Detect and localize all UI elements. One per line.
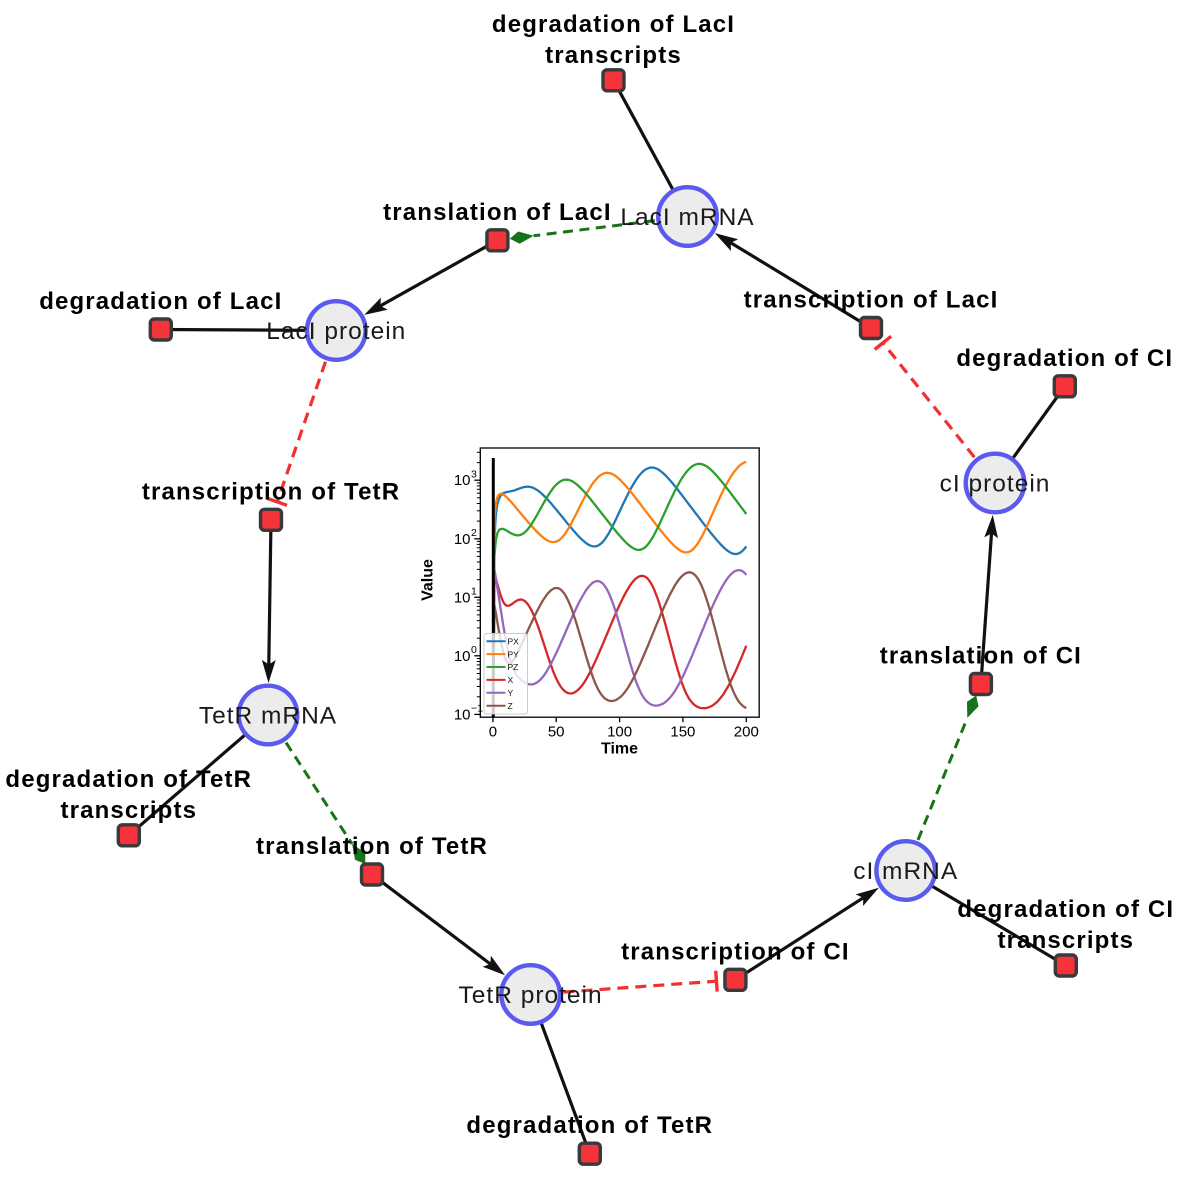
svg-text:degradation of CI: degradation of CI [956, 345, 1173, 372]
svg-text:degradation of TetR: degradation of TetR [5, 766, 252, 793]
svg-text:LacI mRNA: LacI mRNA [620, 204, 754, 231]
svg-text:0: 0 [489, 724, 497, 741]
svg-text:10: 10 [454, 472, 471, 489]
svg-text:transcription of LacI: transcription of LacI [744, 287, 999, 314]
svg-text:X: X [508, 675, 514, 685]
svg-text:Value: Value [420, 559, 437, 601]
svg-text:PX: PX [508, 636, 520, 646]
svg-text:cI protein: cI protein [940, 471, 1051, 498]
svg-text:transcripts: transcripts [60, 797, 197, 824]
svg-text:transcripts: transcripts [545, 42, 682, 69]
svg-text:PZ: PZ [508, 662, 519, 672]
svg-text:degradation of LacI: degradation of LacI [492, 11, 735, 38]
svg-text:2: 2 [471, 527, 477, 539]
svg-text:degradation of LacI: degradation of LacI [39, 288, 282, 315]
svg-text:10: 10 [454, 589, 471, 606]
svg-text:50: 50 [548, 724, 565, 741]
svg-text:TetR protein: TetR protein [459, 982, 603, 1009]
svg-text:10: 10 [454, 706, 471, 723]
svg-text:LacI protein: LacI protein [266, 318, 406, 345]
svg-text:Z: Z [508, 701, 513, 711]
svg-text:transcription of CI: transcription of CI [621, 938, 850, 965]
svg-text:cI mRNA: cI mRNA [853, 858, 958, 885]
svg-text:200: 200 [734, 724, 759, 741]
svg-text:1: 1 [471, 586, 477, 598]
svg-text:transcription of TetR: transcription of TetR [142, 478, 400, 505]
svg-text:3: 3 [471, 468, 477, 480]
svg-text:degradation of CI: degradation of CI [957, 896, 1174, 923]
svg-text:100: 100 [607, 724, 632, 741]
svg-text:translation of TetR: translation of TetR [256, 833, 488, 860]
svg-text:0: 0 [471, 644, 477, 656]
svg-text:translation of CI: translation of CI [880, 643, 1082, 670]
svg-text:degradation of TetR: degradation of TetR [466, 1112, 713, 1139]
svg-text:150: 150 [670, 724, 695, 741]
svg-text:transcripts: transcripts [997, 927, 1134, 954]
svg-text:10: 10 [454, 648, 471, 665]
svg-text:Time: Time [601, 741, 638, 758]
svg-text:translation of LacI: translation of LacI [383, 199, 612, 226]
svg-text:PY: PY [508, 649, 520, 659]
svg-text:−1: −1 [471, 703, 483, 715]
svg-text:Y: Y [508, 688, 514, 698]
svg-text:TetR mRNA: TetR mRNA [199, 703, 337, 730]
svg-text:10: 10 [454, 531, 471, 548]
